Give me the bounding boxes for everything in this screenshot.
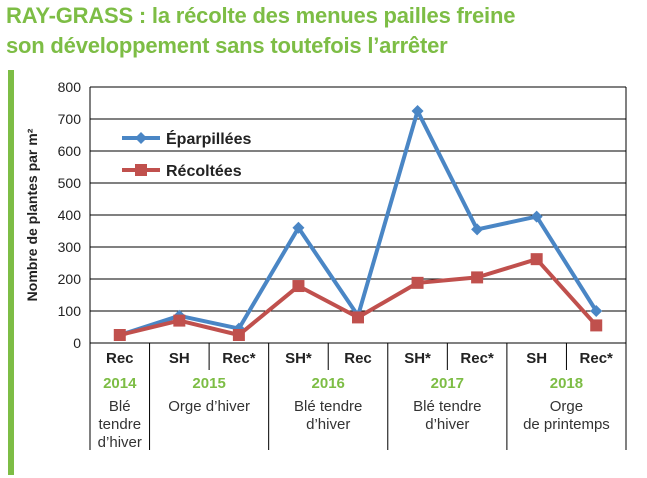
category-label: Rec* xyxy=(460,350,494,367)
legend-label: Récoltées xyxy=(166,163,242,180)
crop-label: d’hiver xyxy=(425,416,469,433)
chart-title-line-2: son développement sans toutefois l’arrêt… xyxy=(6,33,448,58)
crop-label: Blé tendre xyxy=(413,398,481,415)
data-point xyxy=(530,253,543,266)
y-tick-label: 200 xyxy=(58,271,82,287)
chart-title-line-1: RAY-GRASS : la récolte des menues paille… xyxy=(6,3,516,28)
accent-bar xyxy=(8,70,14,475)
crop-label: tendre xyxy=(99,416,142,433)
category-label: SH xyxy=(526,350,547,367)
data-point xyxy=(352,311,364,324)
y-axis-label: Nombre de plantes par m² xyxy=(24,128,40,301)
legend-label: Éparpillées xyxy=(166,129,251,148)
data-point xyxy=(530,210,543,223)
y-tick-label: 500 xyxy=(58,175,82,191)
crop-label: Blé tendre xyxy=(294,398,362,415)
data-point xyxy=(411,276,424,289)
data-point xyxy=(590,305,603,317)
y-tick-label: 600 xyxy=(58,143,82,159)
data-point xyxy=(292,221,305,234)
crop-label: Orge d’hiver xyxy=(168,398,250,415)
year-label: 2016 xyxy=(312,375,345,392)
series-lines xyxy=(113,105,603,341)
series-line-1 xyxy=(119,257,598,337)
crop-label: d’hiver xyxy=(98,434,142,451)
crop-label: Orge xyxy=(550,398,583,415)
category-table: Rec SH Rec* SH* Rec SH* Rec* SH Rec* 2014 Blétendr… xyxy=(98,350,613,451)
category-label: Rec xyxy=(106,350,134,367)
data-point xyxy=(292,280,305,293)
data-point xyxy=(471,271,484,284)
year-label: 2018 xyxy=(550,375,583,392)
category-label: Rec xyxy=(344,350,372,367)
y-tick-label: 400 xyxy=(58,207,82,223)
y-tick-label: 0 xyxy=(73,335,81,351)
category-label: SH* xyxy=(285,350,312,367)
category-label: SH* xyxy=(404,350,431,367)
data-point xyxy=(590,319,603,332)
crop-label: d’hiver xyxy=(306,416,350,433)
y-axis-ticks: 0 100 200 300 400 500 600 700 800 xyxy=(58,79,82,351)
crop-label: de printemps xyxy=(523,416,610,433)
y-tick-label: 100 xyxy=(58,303,82,319)
y-tick-label: 800 xyxy=(58,79,82,95)
data-point xyxy=(232,329,245,341)
legend: Éparpillées Récoltées xyxy=(122,129,251,180)
data-point xyxy=(411,105,424,117)
year-label: 2015 xyxy=(192,375,225,392)
data-point xyxy=(173,314,186,327)
y-tick-label: 300 xyxy=(58,239,82,255)
legend-marker xyxy=(135,132,147,144)
data-point xyxy=(471,223,484,236)
category-label: Rec* xyxy=(222,350,256,367)
crop-label: Blé xyxy=(109,398,131,415)
data-point xyxy=(113,329,126,341)
y-tick-label: 700 xyxy=(58,111,82,127)
category-label: Rec* xyxy=(580,350,614,367)
category-label: SH xyxy=(169,350,190,367)
year-label: 2017 xyxy=(431,375,464,392)
year-label: 2014 xyxy=(103,375,137,392)
legend-marker xyxy=(135,164,147,176)
